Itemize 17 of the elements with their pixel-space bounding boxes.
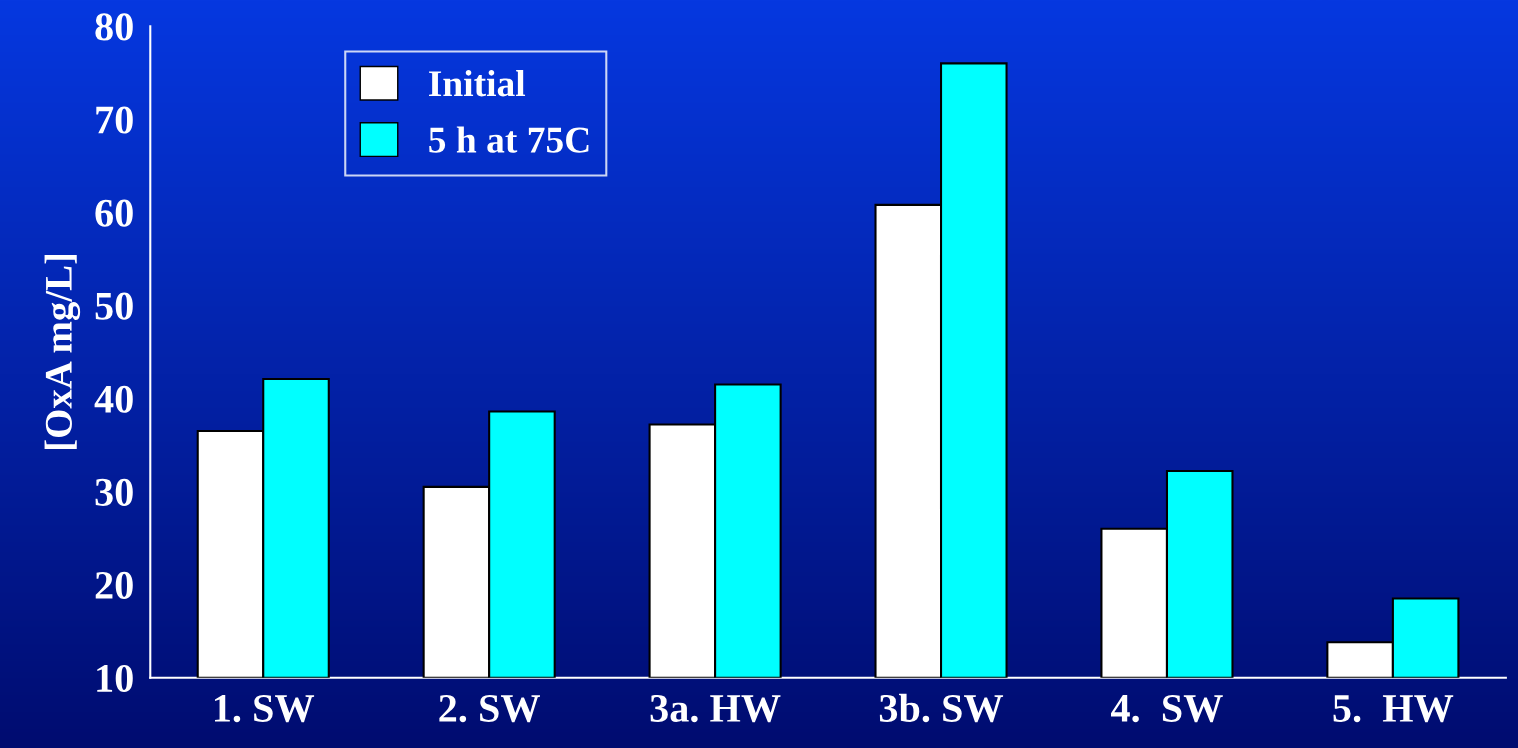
x-tick-label: 2. SW (439, 694, 541, 723)
y-tick-label: 70 (96, 106, 133, 134)
x-tick-label: 3a. HW (650, 694, 781, 723)
y-tick-label: 10 (97, 664, 133, 693)
y-tick-label: 60 (95, 199, 133, 227)
x-tick-label: 4. SW (1111, 694, 1223, 723)
y-tick-label: 30 (95, 478, 133, 506)
y-tick-label: 50 (95, 292, 133, 320)
y-tick-label: 40 (94, 385, 133, 413)
legend-label: 5 h at 75C (429, 126, 589, 153)
x-tick-label: 1. SW (215, 694, 315, 723)
y-tick-label: 80 (95, 13, 133, 41)
y-tick-label: 20 (95, 571, 133, 599)
legend-label: Initial (429, 70, 526, 97)
y-axis-title: [OxA mg/L] (44, 254, 81, 449)
x-tick-label: 5. HW (1333, 695, 1454, 723)
x-tick-label: 3b. SW (879, 693, 1004, 723)
